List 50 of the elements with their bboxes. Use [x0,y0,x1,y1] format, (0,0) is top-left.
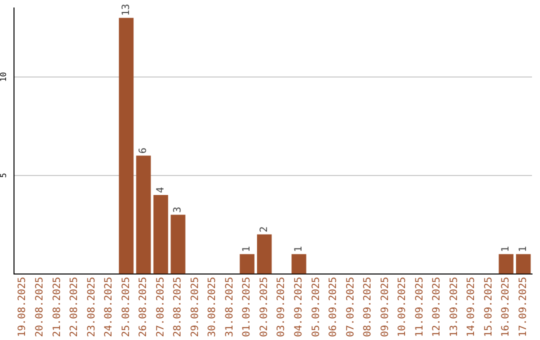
x-tick-label: 29.08.2025 [190,276,201,338]
data-label: 13 [120,4,132,16]
x-tick-label: 06.09.2025 [328,276,340,338]
bar [498,254,514,274]
x-tick-label: 16.09.2025 [500,276,512,338]
x-tick-label: 09.09.2025 [380,276,391,338]
x-tick-label: 20.08.2025 [34,276,46,338]
x-tick-label: 01.09.2025 [242,276,253,338]
x-tick-label: 19.08.2025 [17,276,28,338]
data-label: 4 [155,187,166,194]
x-tick-label: 10.09.2025 [397,276,408,338]
x-tick-label: 07.09.2025 [345,276,356,338]
x-tick-label: 12.09.2025 [432,276,443,338]
x-tick-label: 30.08.2025 [207,276,218,338]
x-tick-label: 05.09.2025 [310,276,322,338]
x-tick-label: 13.09.2025 [448,276,460,338]
x-tick-label: 21.08.2025 [52,276,63,338]
x-tick-label: 27.08.2025 [155,276,166,338]
bar [516,254,531,274]
data-label: 1 [293,246,304,252]
data-label: 1 [500,246,512,252]
bar [118,18,134,274]
x-tick-label: 08.09.2025 [362,276,374,338]
x-tick-label: 31.08.2025 [224,276,236,338]
data-label: 1 [242,246,253,252]
x-tick-label: 26.08.2025 [138,276,150,338]
x-tick-label: 22.08.2025 [69,276,80,338]
x-tick-label: 15.09.2025 [483,276,494,338]
bar [292,254,306,274]
x-tick-label: 17.09.2025 [518,276,529,338]
x-tick-label: 14.09.2025 [466,276,478,338]
x-tick-label: 04.09.2025 [293,276,304,338]
bar [153,195,168,274]
y-tick-label: 10 [0,72,8,82]
x-tick-label: 28.08.2025 [172,276,184,338]
data-label: 1 [518,246,529,252]
data-label: 3 [172,206,184,213]
data-label: 6 [138,148,150,154]
x-tick-label: 03.09.2025 [276,276,288,338]
x-tick-label: 25.08.2025 [120,276,132,338]
bar [240,254,254,274]
data-label: 2 [258,226,270,232]
bar [170,214,186,274]
y-tick-label: 5 [0,172,8,178]
bar [136,156,151,274]
bar [257,234,272,274]
x-tick-label: 23.08.2025 [86,276,98,338]
x-tick-label: 24.08.2025 [104,276,115,338]
x-tick-label: 02.09.2025 [258,276,270,338]
x-tick-label: 11.09.2025 [414,276,426,338]
